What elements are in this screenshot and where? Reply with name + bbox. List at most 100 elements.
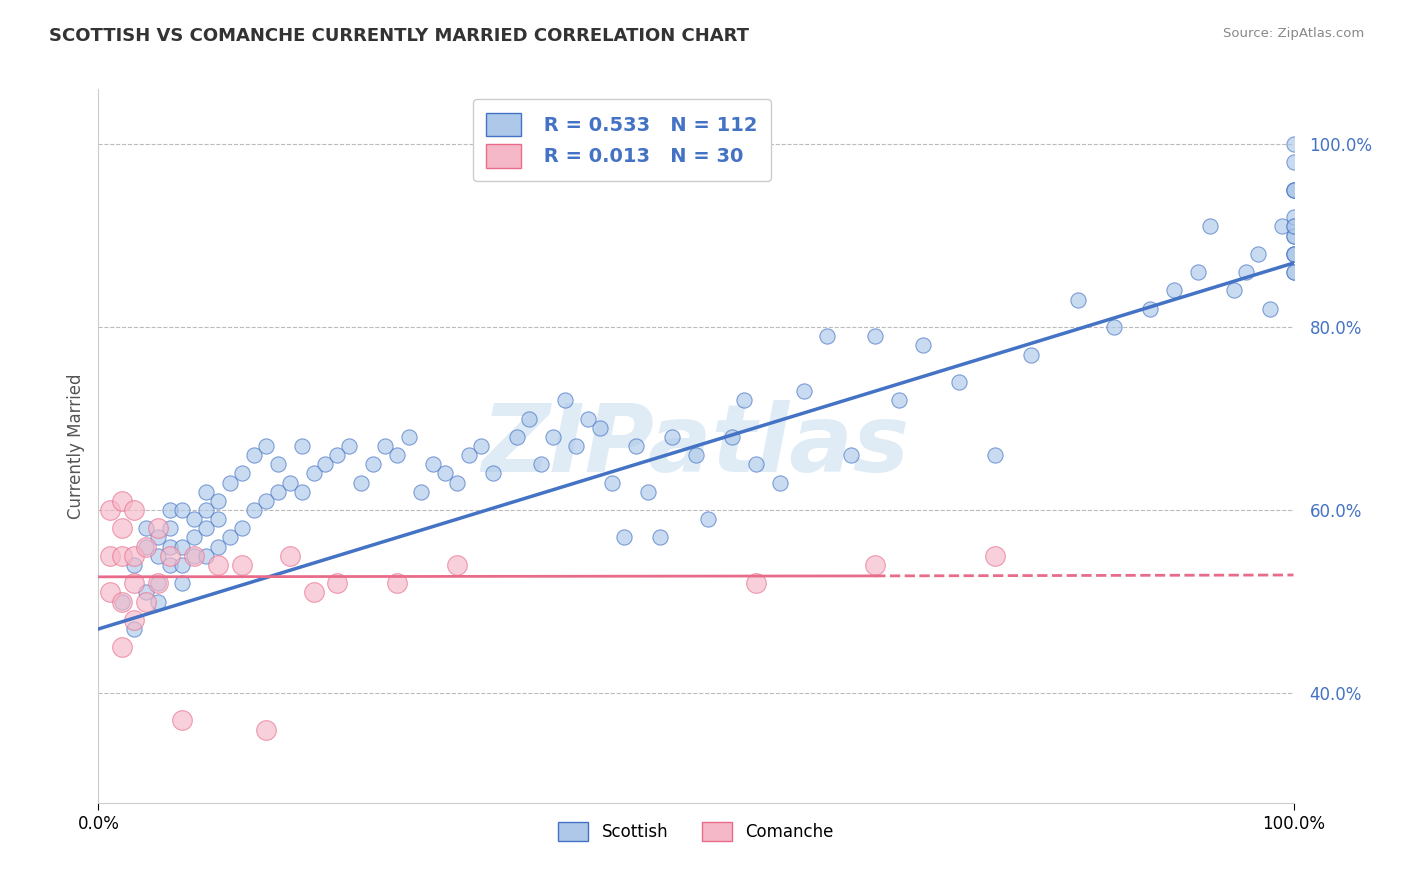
Point (768, 475, 790, 490)
Point (1282, 265, 1305, 279)
Point (1247, 247, 1270, 261)
Point (148, 521, 170, 535)
Point (124, 549, 146, 563)
Point (254, 723, 277, 737)
Point (135, 540, 157, 554)
Point (124, 613, 146, 627)
Point (148, 531, 170, 545)
Point (195, 549, 218, 563)
Point (1139, 301, 1161, 316)
Point (302, 467, 325, 481)
Point (195, 484, 218, 499)
Point (1282, 265, 1305, 279)
Point (172, 558, 194, 572)
Point (984, 448, 1007, 462)
Point (159, 540, 181, 554)
Point (111, 549, 134, 563)
Point (135, 540, 157, 554)
Point (458, 448, 481, 462)
Point (745, 576, 768, 591)
Point (339, 439, 361, 453)
Point (1187, 265, 1209, 279)
Point (207, 494, 229, 508)
Point (135, 585, 157, 599)
Point (1067, 293, 1090, 307)
Point (159, 521, 181, 535)
Point (661, 430, 683, 444)
Point (889, 393, 911, 408)
Point (613, 531, 636, 545)
Y-axis label: Currently Married: Currently Married (66, 373, 84, 519)
Point (815, 329, 838, 343)
Point (302, 585, 325, 599)
Point (648, 531, 672, 545)
Point (183, 549, 205, 563)
Point (267, 484, 290, 499)
Point (1282, 137, 1305, 152)
Point (589, 420, 612, 434)
Point (565, 439, 588, 453)
Point (1104, 320, 1126, 334)
Point (291, 484, 314, 499)
Point (911, 338, 934, 352)
Point (315, 458, 337, 472)
Point (541, 430, 564, 444)
Point (183, 549, 205, 563)
Point (1271, 219, 1294, 234)
Point (254, 439, 277, 453)
Point (517, 411, 540, 425)
Point (793, 384, 815, 398)
Point (1199, 219, 1222, 234)
Point (159, 503, 181, 517)
Point (148, 594, 170, 608)
Point (363, 458, 385, 472)
Point (1282, 228, 1305, 243)
Point (111, 640, 134, 655)
Point (172, 714, 194, 728)
Text: Source: ZipAtlas.com: Source: ZipAtlas.com (1223, 27, 1364, 40)
Point (219, 531, 242, 545)
Point (865, 558, 887, 572)
Point (481, 467, 505, 481)
Point (148, 576, 170, 591)
Point (135, 594, 157, 608)
Point (172, 576, 194, 591)
Point (1282, 183, 1305, 197)
Point (219, 475, 242, 490)
Point (865, 329, 887, 343)
Point (984, 549, 1007, 563)
Point (1282, 211, 1305, 225)
Point (626, 439, 648, 453)
Point (578, 411, 600, 425)
Point (554, 393, 576, 408)
Point (422, 458, 444, 472)
Point (267, 458, 290, 472)
Point (231, 521, 253, 535)
Point (733, 393, 755, 408)
Point (1282, 247, 1305, 261)
Point (172, 540, 194, 554)
Point (326, 576, 349, 591)
Point (111, 521, 134, 535)
Point (1282, 247, 1305, 261)
Point (124, 576, 146, 591)
Point (124, 503, 146, 517)
Point (1234, 265, 1257, 279)
Point (1282, 247, 1305, 261)
Text: ZIPatlas: ZIPatlas (482, 400, 910, 492)
Point (685, 448, 707, 462)
Text: SCOTTISH VS COMANCHE CURRENTLY MARRIED CORRELATION CHART: SCOTTISH VS COMANCHE CURRENTLY MARRIED C… (49, 27, 749, 45)
Point (243, 448, 266, 462)
Point (195, 503, 218, 517)
Point (398, 430, 420, 444)
Point (207, 558, 229, 572)
Point (291, 439, 314, 453)
Point (1163, 284, 1185, 298)
Point (278, 475, 301, 490)
Point (434, 467, 457, 481)
Point (637, 484, 659, 499)
Point (411, 484, 433, 499)
Point (159, 549, 181, 563)
Point (111, 594, 134, 608)
Point (183, 531, 205, 545)
